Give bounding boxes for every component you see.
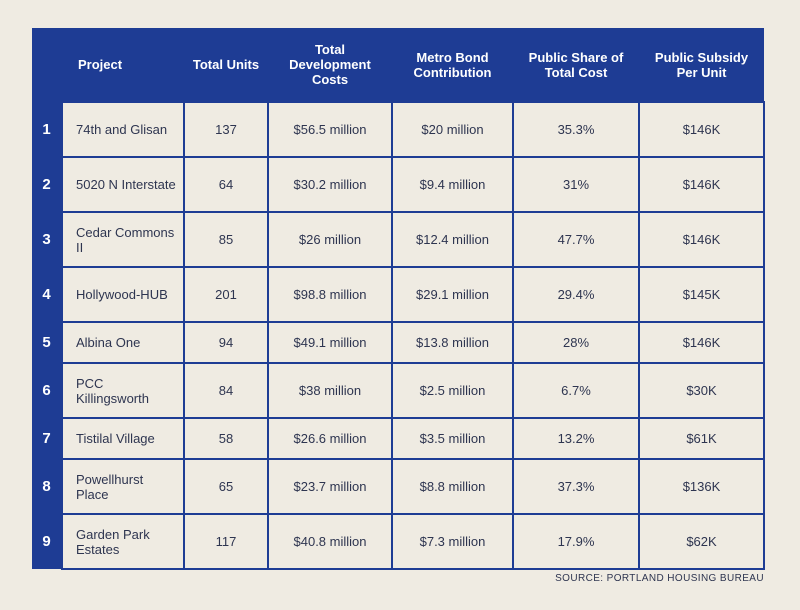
cell-total-units: 117 bbox=[183, 513, 269, 570]
cell-bond-contribution: $13.8 million bbox=[391, 321, 514, 364]
cell-public-share: 13.2% bbox=[512, 417, 640, 460]
cell-bond-contribution: $9.4 million bbox=[391, 156, 514, 213]
cell-public-share: 29.4% bbox=[512, 266, 640, 323]
cell-project: 5020 N Interstate bbox=[61, 156, 185, 213]
cell-public-share: 37.3% bbox=[512, 458, 640, 515]
cell-development-costs: $30.2 million bbox=[267, 156, 393, 213]
row-number: 9 bbox=[32, 514, 62, 569]
table-row: 9 Garden Park Estates 117 $40.8 million … bbox=[32, 513, 765, 570]
header-metro-bond-contribution: Metro Bond Contribution bbox=[413, 49, 492, 80]
table-row: 2 5020 N Interstate 64 $30.2 million $9.… bbox=[32, 156, 765, 213]
row-number: 5 bbox=[32, 322, 62, 363]
cell-bond-contribution: $29.1 million bbox=[391, 266, 514, 323]
housing-projects-table: Project Total Units Total Development Co… bbox=[32, 28, 765, 570]
table-row: 4 Hollywood-HUB 201 $98.8 million $29.1 … bbox=[32, 266, 765, 323]
cell-public-share: 17.9% bbox=[512, 513, 640, 570]
table-row: 6 PCC Killingsworth 84 $38 million $2.5 … bbox=[32, 362, 765, 419]
row-number: 8 bbox=[32, 459, 62, 514]
cell-public-subsidy: $62K bbox=[638, 513, 765, 570]
row-number: 1 bbox=[32, 102, 62, 157]
cell-public-subsidy: $145K bbox=[638, 266, 765, 323]
cell-development-costs: $40.8 million bbox=[267, 513, 393, 570]
cell-project: Cedar Commons II bbox=[61, 211, 185, 268]
cell-public-subsidy: $30K bbox=[638, 362, 765, 419]
cell-public-share: 47.7% bbox=[512, 211, 640, 268]
cell-total-units: 65 bbox=[183, 458, 269, 515]
header-total-development-costs: Total Development Costs bbox=[289, 42, 371, 87]
cell-project: Albina One bbox=[61, 321, 185, 364]
cell-total-units: 85 bbox=[183, 211, 269, 268]
table-header-row: Project Total Units Total Development Co… bbox=[32, 28, 764, 102]
table-row: 8 Powellhurst Place 65 $23.7 million $8.… bbox=[32, 458, 765, 515]
cell-total-units: 137 bbox=[183, 101, 269, 158]
cell-public-share: 31% bbox=[512, 156, 640, 213]
source-credit: SOURCE: PORTLAND HOUSING BUREAU bbox=[555, 573, 764, 584]
cell-project: Powellhurst Place bbox=[61, 458, 185, 515]
cell-public-share: 6.7% bbox=[512, 362, 640, 419]
cell-public-share: 28% bbox=[512, 321, 640, 364]
table-row: 3 Cedar Commons II 85 $26 million $12.4 … bbox=[32, 211, 765, 268]
cell-total-units: 84 bbox=[183, 362, 269, 419]
cell-development-costs: $56.5 million bbox=[267, 101, 393, 158]
cell-public-subsidy: $146K bbox=[638, 101, 765, 158]
header-public-share: Public Share of Total Cost bbox=[528, 49, 624, 80]
header-project: Project bbox=[78, 57, 123, 72]
cell-public-subsidy: $61K bbox=[638, 417, 765, 460]
cell-bond-contribution: $12.4 million bbox=[391, 211, 514, 268]
cell-bond-contribution: $3.5 million bbox=[391, 417, 514, 460]
cell-public-subsidy: $146K bbox=[638, 156, 765, 213]
table-row: 7 Tistilal Village 58 $26.6 million $3.5… bbox=[32, 417, 765, 460]
cell-development-costs: $26.6 million bbox=[267, 417, 393, 460]
cell-development-costs: $98.8 million bbox=[267, 266, 393, 323]
cell-development-costs: $23.7 million bbox=[267, 458, 393, 515]
cell-total-units: 94 bbox=[183, 321, 269, 364]
cell-bond-contribution: $8.8 million bbox=[391, 458, 514, 515]
table-row: 5 Albina One 94 $49.1 million $13.8 mill… bbox=[32, 321, 765, 364]
cell-bond-contribution: $7.3 million bbox=[391, 513, 514, 570]
cell-public-subsidy: $146K bbox=[638, 321, 765, 364]
cell-public-subsidy: $146K bbox=[638, 211, 765, 268]
table-row: 1 74th and Glisan 137 $56.5 million $20 … bbox=[32, 101, 765, 158]
row-number: 6 bbox=[32, 363, 62, 418]
cell-public-share: 35.3% bbox=[512, 101, 640, 158]
header-public-subsidy: Public Subsidy Per Unit bbox=[654, 49, 749, 80]
row-number: 4 bbox=[32, 267, 62, 322]
table-frame: Project Total Units Total Development Co… bbox=[32, 28, 765, 570]
cell-bond-contribution: $20 million bbox=[391, 101, 514, 158]
cell-total-units: 201 bbox=[183, 266, 269, 323]
header-number bbox=[32, 28, 62, 102]
cell-project: Garden Park Estates bbox=[61, 513, 185, 570]
cell-development-costs: $26 million bbox=[267, 211, 393, 268]
cell-bond-contribution: $2.5 million bbox=[391, 362, 514, 419]
row-number: 2 bbox=[32, 157, 62, 212]
cell-development-costs: $49.1 million bbox=[267, 321, 393, 364]
cell-public-subsidy: $136K bbox=[638, 458, 765, 515]
cell-project: Hollywood-HUB bbox=[61, 266, 185, 323]
cell-project: 74th and Glisan bbox=[61, 101, 185, 158]
row-number: 3 bbox=[32, 212, 62, 267]
cell-total-units: 64 bbox=[183, 156, 269, 213]
cell-total-units: 58 bbox=[183, 417, 269, 460]
row-number: 7 bbox=[32, 418, 62, 459]
header-total-units: Total Units bbox=[192, 57, 260, 72]
cell-development-costs: $38 million bbox=[267, 362, 393, 419]
cell-project: PCC Killingsworth bbox=[61, 362, 185, 419]
cell-project: Tistilal Village bbox=[61, 417, 185, 460]
